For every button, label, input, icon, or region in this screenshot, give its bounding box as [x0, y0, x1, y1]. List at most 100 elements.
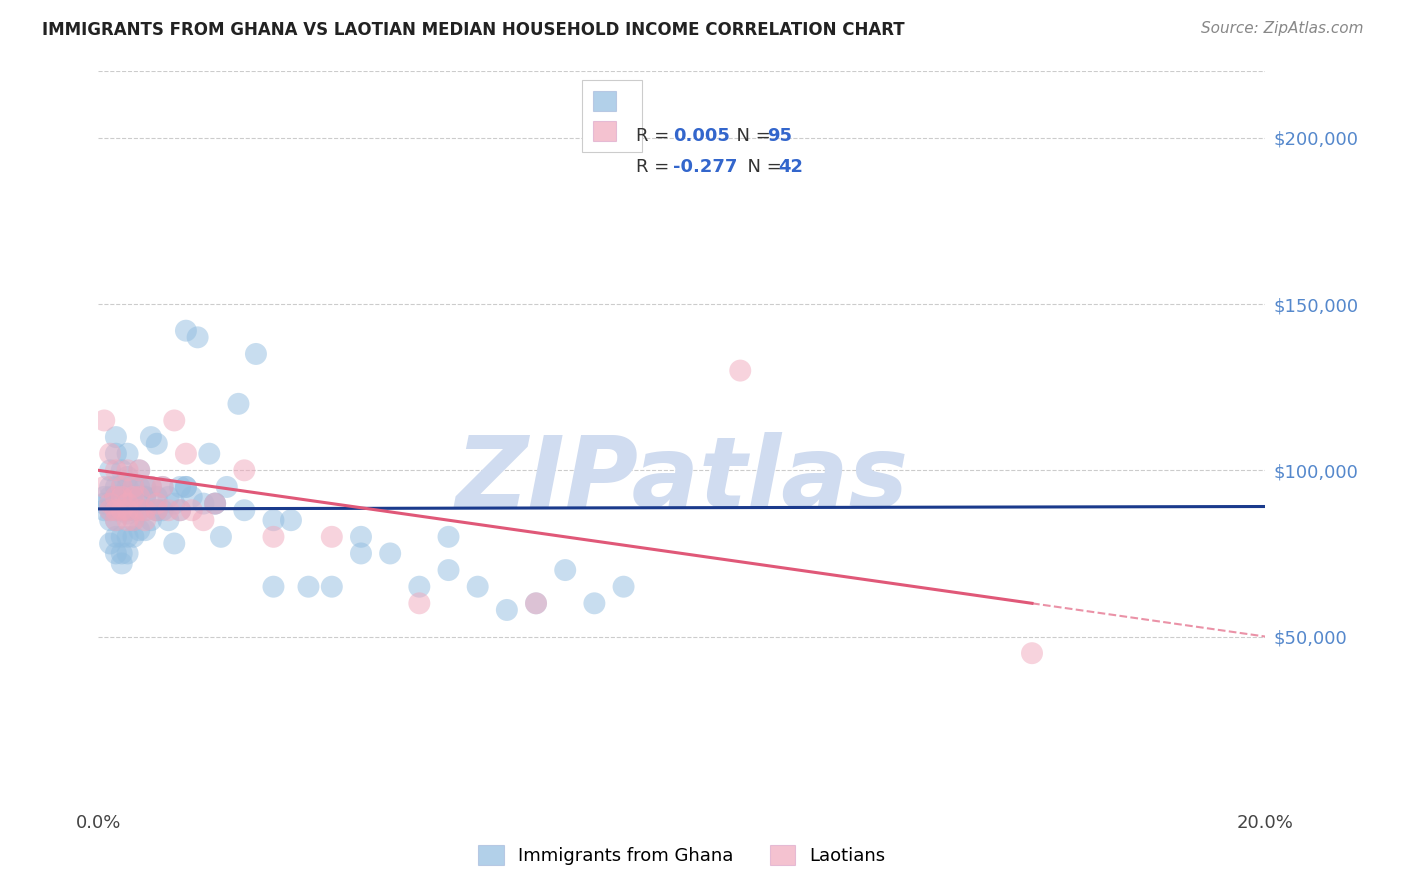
Text: ZIPatlas: ZIPatlas — [456, 433, 908, 530]
Point — [122, 513, 145, 527]
Point — [187, 330, 209, 344]
Point — [93, 503, 115, 517]
Point — [262, 513, 284, 527]
Point — [146, 436, 169, 450]
Point — [1021, 646, 1043, 660]
Text: Source: ZipAtlas.com: Source: ZipAtlas.com — [1201, 21, 1364, 36]
Point — [117, 507, 139, 521]
Point — [612, 580, 634, 594]
Point — [98, 480, 121, 494]
Point — [233, 503, 256, 517]
Point — [104, 530, 127, 544]
Point — [134, 503, 156, 517]
Point — [117, 463, 139, 477]
Point — [134, 480, 156, 494]
Point — [111, 546, 134, 560]
Text: 0.005: 0.005 — [672, 127, 730, 145]
Point — [437, 563, 460, 577]
Point — [111, 480, 134, 494]
Point — [174, 480, 197, 494]
Point — [122, 530, 145, 544]
Text: R =: R = — [636, 127, 675, 145]
Point — [111, 503, 134, 517]
Point — [98, 536, 121, 550]
Point — [98, 463, 121, 477]
Point — [122, 490, 145, 504]
Point — [122, 513, 145, 527]
Point — [111, 480, 134, 494]
Point — [98, 447, 121, 461]
Point — [104, 513, 127, 527]
Point — [117, 503, 139, 517]
Point — [111, 490, 134, 504]
Point — [104, 463, 127, 477]
Point — [152, 503, 174, 517]
Point — [321, 580, 343, 594]
Point — [262, 530, 284, 544]
Legend: Immigrants from Ghana, Laotians: Immigrants from Ghana, Laotians — [470, 837, 894, 874]
Point — [146, 490, 169, 504]
Point — [98, 503, 121, 517]
Point — [174, 447, 197, 461]
Point — [157, 513, 180, 527]
Point — [117, 490, 139, 504]
Point — [139, 430, 162, 444]
Point — [157, 503, 180, 517]
Text: N =: N = — [735, 159, 787, 177]
Point — [111, 463, 134, 477]
Point — [117, 480, 139, 494]
Point — [262, 580, 284, 594]
Text: N =: N = — [724, 127, 776, 145]
Point — [245, 347, 267, 361]
Point — [104, 447, 127, 461]
Point — [152, 480, 174, 494]
Point — [104, 480, 127, 494]
Point — [128, 480, 150, 494]
Point — [104, 546, 127, 560]
Point — [146, 503, 169, 517]
Point — [93, 413, 115, 427]
Point — [134, 490, 156, 504]
Point — [204, 497, 226, 511]
Point — [408, 596, 430, 610]
Point — [128, 490, 150, 504]
Point — [467, 580, 489, 594]
Point — [169, 503, 191, 517]
Point — [180, 503, 202, 517]
Point — [174, 324, 197, 338]
Point — [157, 490, 180, 504]
Point — [350, 530, 373, 544]
Point — [583, 596, 606, 610]
Point — [104, 490, 127, 504]
Point — [122, 503, 145, 517]
Text: IMMIGRANTS FROM GHANA VS LAOTIAN MEDIAN HOUSEHOLD INCOME CORRELATION CHART: IMMIGRANTS FROM GHANA VS LAOTIAN MEDIAN … — [42, 21, 905, 38]
Point — [122, 480, 145, 494]
Point — [228, 397, 250, 411]
Point — [152, 480, 174, 494]
Point — [134, 503, 156, 517]
Point — [146, 503, 169, 517]
Point — [193, 513, 215, 527]
Point — [139, 480, 162, 494]
Point — [117, 546, 139, 560]
Point — [380, 546, 402, 560]
Point — [321, 530, 343, 544]
Point — [198, 447, 221, 461]
Point — [209, 530, 232, 544]
Point — [554, 563, 576, 577]
Point — [233, 463, 256, 477]
Point — [437, 530, 460, 544]
Point — [117, 447, 139, 461]
Point — [163, 536, 186, 550]
Point — [134, 523, 156, 537]
Point — [104, 503, 127, 517]
Text: 42: 42 — [778, 159, 803, 177]
Point — [111, 503, 134, 517]
Point — [117, 503, 139, 517]
Point — [93, 497, 115, 511]
Point — [98, 513, 121, 527]
Point — [117, 503, 139, 517]
Point — [139, 480, 162, 494]
Point — [524, 596, 547, 610]
Point — [169, 503, 191, 517]
